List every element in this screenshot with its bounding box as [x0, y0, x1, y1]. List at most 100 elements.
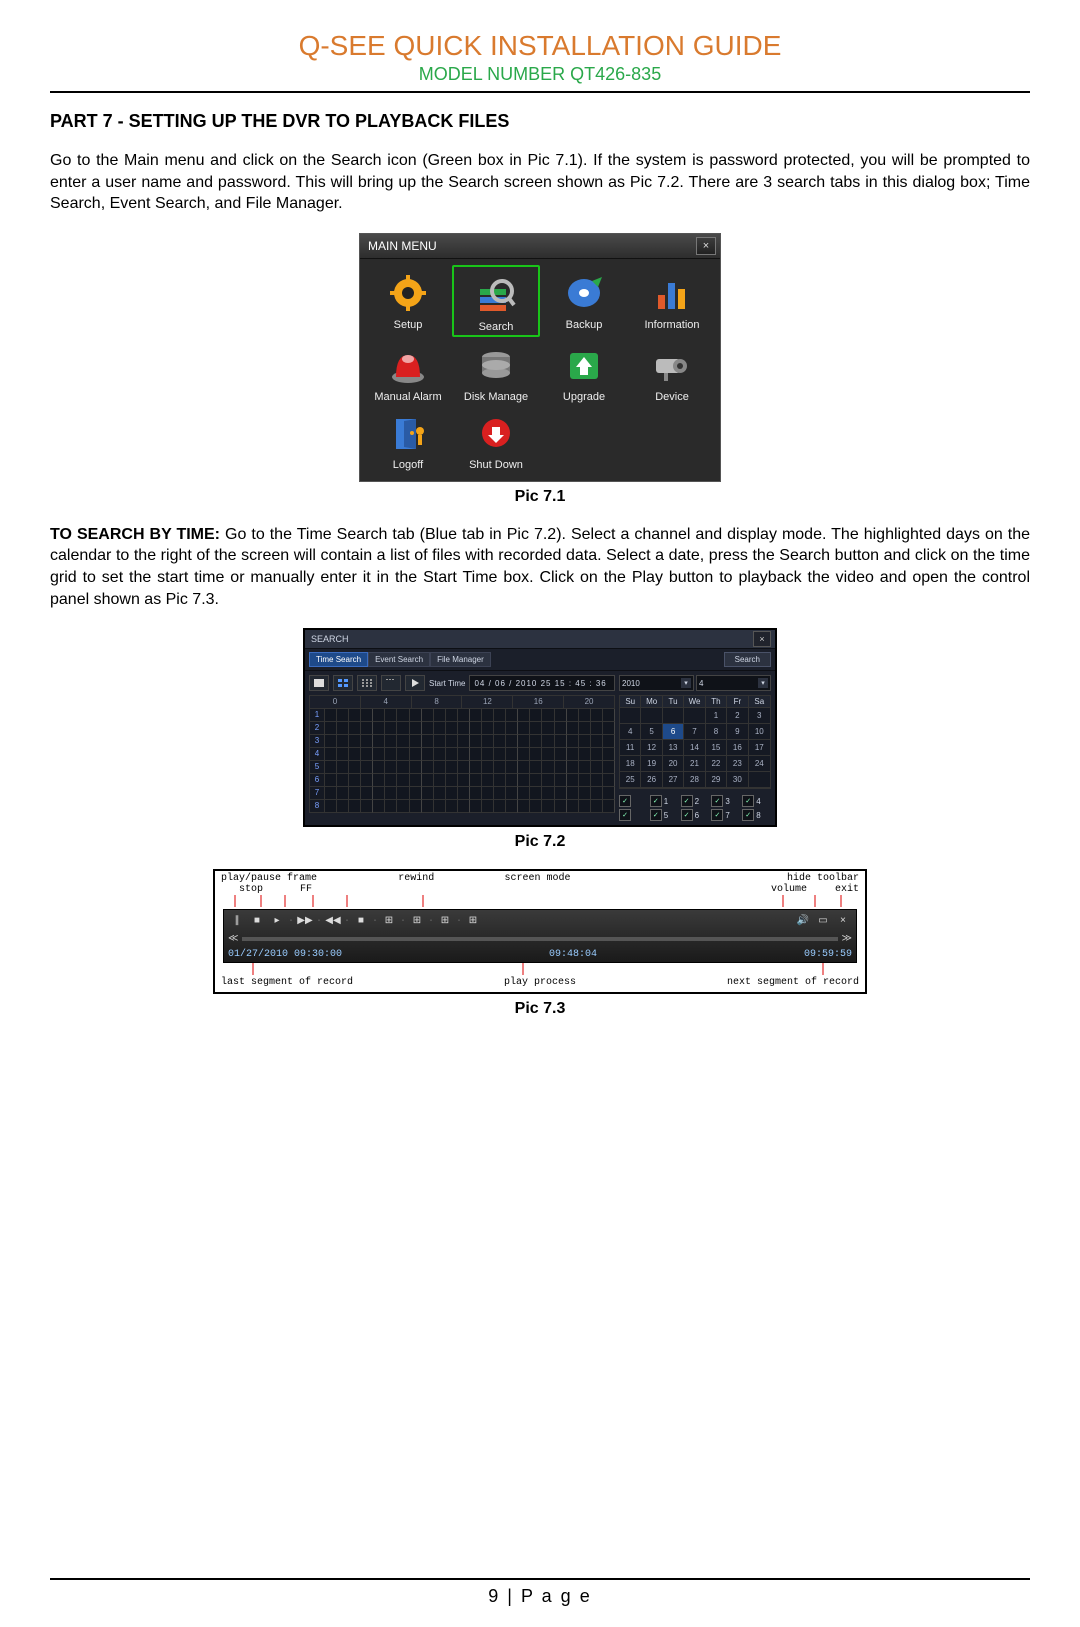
menu-item-search[interactable]: Search	[452, 265, 540, 337]
calendar-day[interactable]: 13	[663, 740, 684, 756]
label-volume: volume	[759, 884, 819, 895]
year-select[interactable]: 2010▾	[619, 675, 694, 691]
menu-item-disk-manage[interactable]: Disk Manage	[452, 337, 540, 405]
calendar-day[interactable]: 29	[706, 772, 727, 788]
channel-check[interactable]: ✓1	[650, 795, 679, 807]
seek-next-icon[interactable]: ≫	[842, 933, 852, 945]
exit-icon[interactable]: ×	[834, 913, 852, 929]
pause-icon[interactable]: ∥	[228, 913, 246, 929]
time-grid-row[interactable]	[325, 709, 615, 722]
seek-bar[interactable]	[242, 937, 837, 941]
calendar-day[interactable]: 5	[641, 724, 662, 740]
close-icon[interactable]: ×	[753, 631, 771, 647]
tab-time-search[interactable]: Time Search	[309, 652, 368, 667]
calendar-day[interactable]: 2	[727, 708, 748, 724]
close-icon[interactable]: ×	[696, 237, 716, 255]
month-select[interactable]: 4▾	[696, 675, 771, 691]
calendar-day[interactable]: 11	[620, 740, 641, 756]
calendar-day[interactable]: 26	[641, 772, 662, 788]
menu-item-shut-down[interactable]: Shut Down	[452, 405, 540, 473]
calendar-day[interactable]: 3	[749, 708, 770, 724]
calendar-day[interactable]: 28	[684, 772, 705, 788]
time-grid-row[interactable]	[325, 722, 615, 735]
view-mode-2[interactable]	[333, 675, 353, 691]
tab-event-search[interactable]: Event Search	[368, 652, 430, 667]
channel-check[interactable]: ✓	[619, 809, 648, 821]
play-icon[interactable]	[405, 675, 425, 691]
tab-file-manager[interactable]: File Manager	[430, 652, 491, 667]
menu-item-upgrade[interactable]: Upgrade	[540, 337, 628, 405]
channel-check[interactable]: ✓4	[742, 795, 771, 807]
calendar-day[interactable]: 16	[727, 740, 748, 756]
search-button[interactable]: Search	[724, 652, 771, 667]
time-grid-row[interactable]	[325, 774, 615, 787]
menu-item-information[interactable]: Information	[628, 265, 716, 337]
menu-label: Shut Down	[469, 459, 523, 471]
menu-label: Upgrade	[563, 391, 605, 403]
calendar-day[interactable]: 12	[641, 740, 662, 756]
view-mode-3[interactable]	[357, 675, 377, 691]
screen-1-icon[interactable]: ■	[352, 913, 370, 929]
screen-25-icon[interactable]: ⊞	[464, 913, 482, 929]
calendar-day[interactable]: 17	[749, 740, 770, 756]
label-playpause: play/pause frame	[221, 873, 398, 884]
calendar-day[interactable]: 10	[749, 724, 770, 740]
calendar-day[interactable]: 22	[706, 756, 727, 772]
time-grid-row[interactable]	[325, 761, 615, 774]
calendar-day[interactable]: 30	[727, 772, 748, 788]
dow-header: Tu	[663, 696, 684, 708]
channel-check[interactable]: ✓	[619, 795, 648, 807]
menu-item-device[interactable]: Device	[628, 337, 716, 405]
calendar-day[interactable]: 24	[749, 756, 770, 772]
calendar-day[interactable]: 4	[620, 724, 641, 740]
channel-check[interactable]: ✓7	[711, 809, 740, 821]
calendar-day[interactable]: 27	[663, 772, 684, 788]
menu-item-setup[interactable]: Setup	[364, 265, 452, 337]
calendar-day[interactable]: 20	[663, 756, 684, 772]
para-2-lead: TO SEARCH BY TIME:	[50, 526, 225, 543]
frame-icon[interactable]: ▸	[268, 913, 286, 929]
label-stop: stop	[221, 884, 281, 895]
time-grid-row[interactable]	[325, 800, 615, 813]
channel-check[interactable]: ✓8	[742, 809, 771, 821]
screen-16-icon[interactable]: ⊞	[436, 913, 454, 929]
calendar-day[interactable]: 25	[620, 772, 641, 788]
time-grid-row[interactable]	[325, 787, 615, 800]
calendar-day[interactable]: 6	[663, 724, 684, 740]
calendar-day[interactable]: 7	[684, 724, 705, 740]
menu-item-manual-alarm[interactable]: Manual Alarm	[364, 337, 452, 405]
volume-icon[interactable]: 🔊	[794, 913, 812, 929]
main-menu-title: MAIN MENU	[368, 239, 437, 253]
calendar-day[interactable]: 18	[620, 756, 641, 772]
calendar-day[interactable]: 19	[641, 756, 662, 772]
time-grid-row[interactable]	[325, 748, 615, 761]
calendar-day[interactable]: 14	[684, 740, 705, 756]
para-2: TO SEARCH BY TIME: Go to the Time Search…	[50, 524, 1030, 610]
channel-check[interactable]: ✓5	[650, 809, 679, 821]
view-mode-1[interactable]	[309, 675, 329, 691]
calendar-day[interactable]: 8	[706, 724, 727, 740]
channel-check[interactable]: ✓6	[681, 809, 710, 821]
start-time-field[interactable]: 04 / 06 / 2010 25 15 : 45 : 36	[469, 675, 615, 691]
calendar-day[interactable]: 15	[706, 740, 727, 756]
time-grid-row[interactable]	[325, 735, 615, 748]
menu-item-logoff[interactable]: Logoff	[364, 405, 452, 473]
stop-icon[interactable]: ■	[248, 913, 266, 929]
time-header: 8	[412, 696, 463, 708]
screen-9-icon[interactable]: ⊞	[408, 913, 426, 929]
calendar-day[interactable]: 1	[706, 708, 727, 724]
label-exit: exit	[819, 884, 859, 895]
hide-icon[interactable]: ▭	[814, 913, 832, 929]
calendar-day[interactable]: 9	[727, 724, 748, 740]
channel-check[interactable]: ✓3	[711, 795, 740, 807]
rewind-icon[interactable]: ◀◀	[324, 913, 342, 929]
menu-item-backup[interactable]: Backup	[540, 265, 628, 337]
calendar-day[interactable]: 23	[727, 756, 748, 772]
channel-check[interactable]: ✓2	[681, 795, 710, 807]
view-mode-4[interactable]	[381, 675, 401, 691]
calendar-day	[620, 708, 641, 724]
seek-prev-icon[interactable]: ≪	[228, 933, 238, 945]
screen-4-icon[interactable]: ⊞	[380, 913, 398, 929]
ff-icon[interactable]: ▶▶	[296, 913, 314, 929]
calendar-day[interactable]: 21	[684, 756, 705, 772]
